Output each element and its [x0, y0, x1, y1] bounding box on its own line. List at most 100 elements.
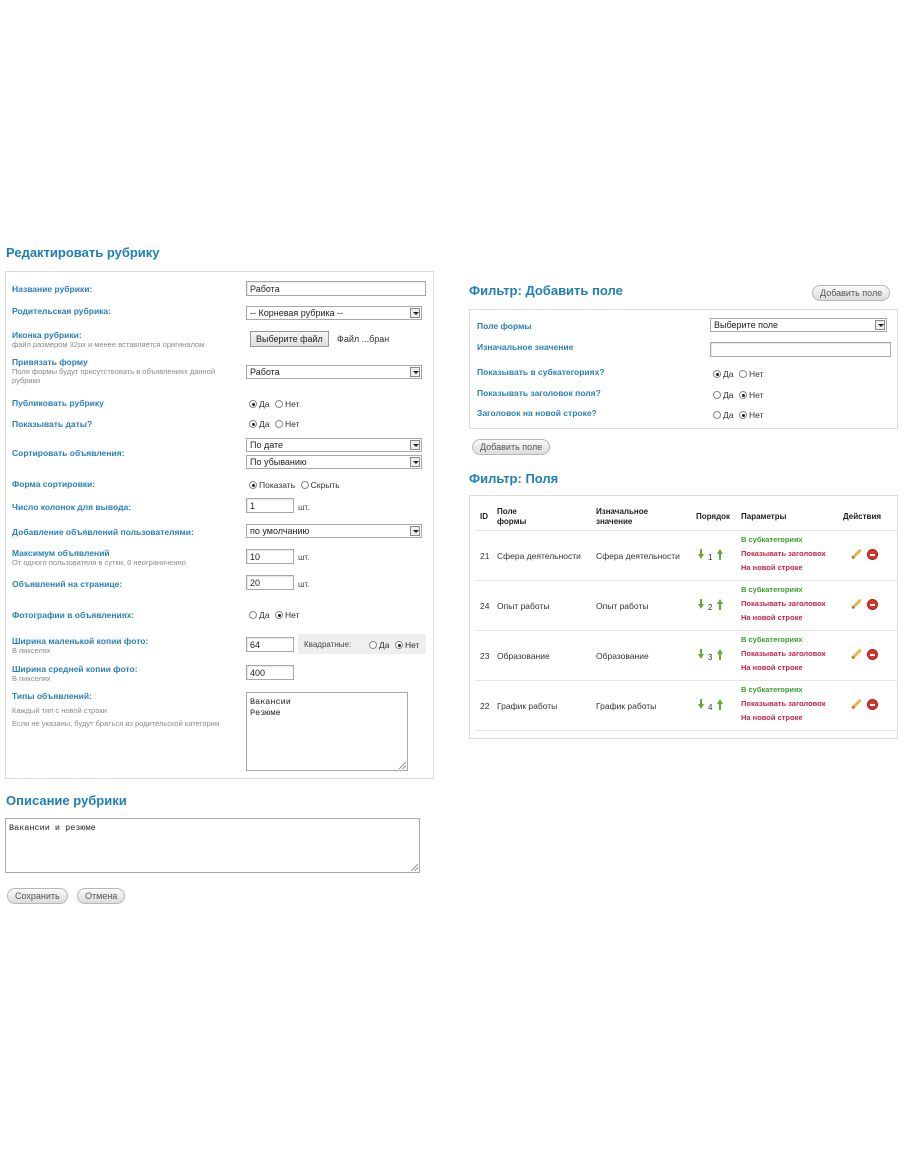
move-up-icon[interactable]	[717, 699, 723, 710]
sort-form-show-radio[interactable]	[249, 481, 257, 489]
sort-by-select[interactable]: По дате	[246, 438, 422, 452]
show-sub-yes-radio[interactable]	[713, 370, 721, 378]
show-sub-label: Показывать в субкатегориях?	[477, 367, 605, 377]
cancel-button[interactable]: Отмена	[77, 888, 126, 904]
sort-order-select[interactable]: По убыванию	[246, 455, 422, 469]
show-sub-no-radio[interactable]	[739, 370, 747, 378]
columns-input[interactable]	[246, 498, 294, 513]
types-textarea[interactable]: Вакансии Резюме	[246, 692, 408, 771]
edit-pencil-icon[interactable]	[851, 649, 862, 660]
form-field-select[interactable]: Выберите поле	[710, 318, 887, 332]
max-ads-input[interactable]	[246, 549, 294, 564]
name-input[interactable]	[246, 281, 426, 296]
types-sub1: Каждый тип с новой строки	[12, 706, 107, 715]
show-dates-no-radio[interactable]	[275, 420, 283, 428]
add-field-top-button[interactable]: Добавить поле	[812, 285, 891, 301]
show-dates-yes-radio[interactable]	[249, 420, 257, 428]
publish-label: Публиковать рубрику	[12, 398, 104, 408]
photos-no-radio[interactable]	[275, 611, 283, 619]
row-4-param-newline[interactable]: На новой строке	[741, 713, 803, 722]
row-1-param-header[interactable]: Показывать заголовок	[741, 549, 826, 558]
newline-label: Заголовок на новой строке?	[477, 408, 597, 418]
square-yes-radio[interactable]	[369, 641, 377, 649]
publish-no-radio[interactable]	[275, 400, 283, 408]
edit-pencil-icon[interactable]	[851, 549, 862, 560]
row-4-name: График работы	[497, 701, 558, 711]
sort-form-show-label: Показать	[259, 480, 296, 490]
form-select[interactable]: Работа	[246, 365, 422, 379]
row-3-param-header[interactable]: Показывать заголовок	[741, 649, 826, 658]
initial-input[interactable]	[710, 342, 891, 357]
icon-sub: файл размером 32px и менее вставляется о…	[12, 340, 205, 349]
row-2-param-sub[interactable]: В субкатегориях	[741, 585, 803, 594]
form-label: Привязать форму	[12, 357, 88, 367]
delete-icon[interactable]	[867, 699, 878, 710]
delete-icon[interactable]	[867, 649, 878, 660]
icon-label: Иконка рубрики:	[12, 330, 82, 340]
show-header-label: Показывать заголовок поля?	[477, 388, 601, 398]
col-id-header: ID	[480, 512, 488, 521]
move-down-icon[interactable]	[698, 699, 704, 710]
delete-icon[interactable]	[867, 599, 878, 610]
row-2-param-header[interactable]: Показывать заголовок	[741, 599, 826, 608]
user-add-label: Добавление объявлений пользователями:	[12, 527, 194, 537]
types-line-2: Резюме	[250, 708, 281, 718]
sort-form-hide-radio[interactable]	[300, 481, 309, 489]
filter-add-title: Фильтр: Добавить поле	[469, 283, 623, 298]
small-width-input[interactable]	[246, 637, 294, 652]
move-down-icon[interactable]	[698, 549, 704, 560]
move-up-icon[interactable]	[717, 599, 723, 610]
newline-no-radio[interactable]	[739, 411, 747, 419]
chevron-down-icon	[410, 526, 420, 536]
row-4-initial: График работы	[596, 701, 657, 711]
row-1-order: 1	[708, 553, 713, 562]
show-header-yes-radio[interactable]	[713, 391, 721, 399]
user-add-select[interactable]: по умолчанию	[246, 524, 422, 538]
show-dates-label: Показывать даты?	[12, 419, 93, 429]
file-status-text: Файл ...бран	[337, 334, 390, 344]
row-3-name: Образование	[497, 651, 550, 661]
delete-icon[interactable]	[867, 549, 878, 560]
row-divider	[475, 580, 897, 581]
row-3-initial: Образование	[596, 651, 649, 661]
add-field-bottom-button[interactable]: Добавить поле	[472, 439, 551, 455]
edit-pencil-icon[interactable]	[851, 599, 862, 610]
col-order-header: Порядок	[696, 512, 731, 521]
col-initial-header-1: Изначальное	[596, 507, 649, 516]
row-4-param-sub[interactable]: В субкатегориях	[741, 685, 803, 694]
columns-label: Число колонок для вывода:	[12, 502, 132, 512]
edit-pencil-icon[interactable]	[851, 699, 862, 710]
row-divider	[475, 730, 897, 731]
parent-select[interactable]: -- Корневая рубрика --	[246, 306, 422, 320]
row-1-param-newline[interactable]: На новой строке	[741, 563, 803, 572]
move-down-icon[interactable]	[698, 649, 704, 660]
row-4-param-header[interactable]: Показывать заголовок	[741, 699, 826, 708]
newline-yes-radio[interactable]	[713, 411, 721, 419]
row-2-param-newline[interactable]: На новой строке	[741, 613, 803, 622]
row-3-param-newline[interactable]: На новой строке	[741, 663, 803, 672]
publish-yes-radio[interactable]	[249, 400, 257, 408]
newline-no-label: Нет	[749, 410, 764, 420]
row-3-id: 23	[480, 651, 490, 661]
sort-form-label: Форма сортировки:	[12, 479, 96, 489]
per-page-input[interactable]	[246, 575, 294, 590]
save-button[interactable]: Сохранить	[7, 888, 68, 904]
row-1-param-sub[interactable]: В субкатегориях	[741, 535, 803, 544]
description-textarea[interactable]: Вакансии и резюме	[5, 818, 420, 873]
row-1-name: Сфера деятельности	[497, 551, 581, 561]
move-down-icon[interactable]	[698, 599, 704, 610]
move-up-icon[interactable]	[717, 649, 723, 660]
publish-yes-label: Да	[259, 399, 270, 409]
photos-yes-radio[interactable]	[249, 611, 257, 619]
chevron-down-icon	[410, 367, 420, 377]
show-header-no-radio[interactable]	[739, 391, 747, 399]
mid-width-input[interactable]	[246, 665, 294, 680]
square-no-radio[interactable]	[395, 641, 403, 649]
choose-file-button[interactable]: Выберите файл	[250, 331, 329, 347]
form-select-value: Работа	[250, 367, 280, 377]
move-up-icon[interactable]	[717, 549, 723, 560]
resize-grip-icon[interactable]	[399, 762, 406, 769]
row-3-param-sub[interactable]: В субкатегориях	[741, 635, 803, 644]
row-divider	[475, 630, 897, 631]
resize-grip-icon[interactable]	[411, 864, 418, 871]
